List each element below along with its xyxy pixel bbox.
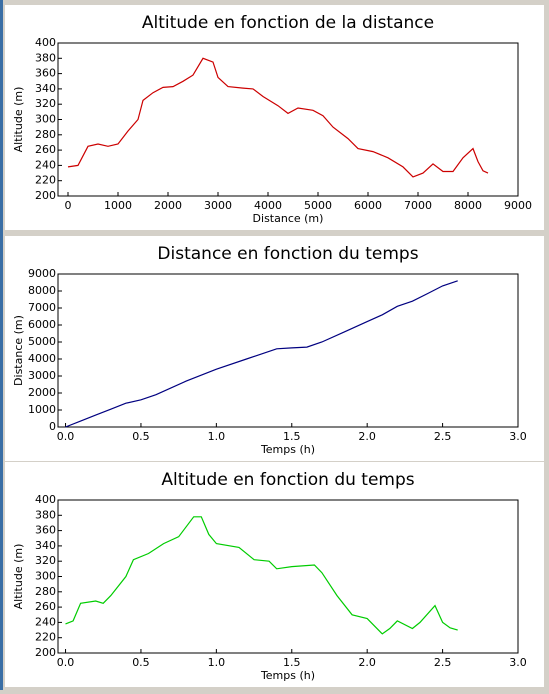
y-tick-label: 320 [35,97,56,110]
y-tick-label: 4000 [28,352,56,365]
y-tick-label: 340 [35,82,56,95]
y-tick-label: 280 [35,128,56,141]
x-tick-label: 2.5 [434,430,452,443]
y-tick-label: 240 [35,158,56,171]
chart-panel: Altitude en fonction du temps Temps (h) Al… [5,462,544,687]
data-line [65,516,458,635]
x-axis-label: Temps (h) [260,443,315,456]
y-tick-label: 7000 [28,301,56,314]
x-axis-label: Temps (h) [260,669,315,682]
y-tick-label: 380 [35,508,56,521]
x-tick-label: 0.0 [57,656,75,669]
x-tick-label: 1000 [104,199,132,212]
chart-title: Altitude en fonction du temps [161,470,414,490]
x-tick-label: 3000 [204,199,232,212]
x-tick-label: 2.0 [358,656,376,669]
window-border [0,0,3,690]
x-tick-label: 4000 [254,199,282,212]
y-tick-label: 220 [35,174,56,187]
x-tick-label: 2.0 [358,430,376,443]
data-line [65,280,458,428]
x-tick-label: 8000 [454,199,482,212]
y-tick-label: 9000 [28,267,56,280]
x-axis-label: Distance (m) [253,212,324,225]
x-tick-label: 1.0 [208,430,226,443]
y-axis-label: Altitude (m) [12,87,25,153]
x-tick-label: 6000 [354,199,382,212]
y-tick-label: 280 [35,585,56,598]
x-tick-label: 9000 [504,199,532,212]
y-tick-label: 2000 [28,386,56,399]
chart-panel: Altitude en fonction de la distance Dista… [5,5,544,230]
y-tick-label: 3000 [28,369,56,382]
chart-title: Distance en fonction du temps [157,244,418,264]
data-line [67,57,489,178]
x-tick-label: 0.5 [132,430,150,443]
x-tick-label: 0 [65,199,72,212]
plot-frame [57,273,519,428]
y-tick-label: 300 [35,570,56,583]
y-tick-label: 6000 [28,318,56,331]
chart-panel: Distance en fonction du temps Temps (h) Di… [5,236,544,461]
y-tick-label: 400 [35,36,56,49]
y-tick-label: 260 [35,600,56,613]
x-tick-label: 0.0 [57,430,75,443]
chart-title: Altitude en fonction de la distance [142,13,434,33]
x-tick-label: 2.5 [434,656,452,669]
x-tick-label: 3.0 [509,430,527,443]
x-tick-label: 5000 [304,199,332,212]
x-tick-label: 1.5 [283,430,301,443]
y-axis-label: Distance (m) [12,315,25,386]
y-tick-label: 220 [35,631,56,644]
y-tick-label: 320 [35,554,56,567]
y-tick-label: 0 [49,420,56,433]
y-tick-label: 200 [35,646,56,659]
y-tick-label: 300 [35,113,56,126]
x-tick-label: 1.5 [283,656,301,669]
x-tick-label: 1.0 [208,656,226,669]
y-tick-label: 1000 [28,403,56,416]
x-tick-label: 0.5 [132,656,150,669]
y-tick-label: 200 [35,189,56,202]
y-tick-label: 380 [35,51,56,64]
y-tick-label: 400 [35,493,56,506]
y-tick-label: 260 [35,143,56,156]
y-axis-label: Altitude (m) [12,544,25,610]
x-tick-label: 7000 [404,199,432,212]
x-tick-label: 2000 [154,199,182,212]
y-tick-label: 5000 [28,335,56,348]
y-tick-label: 360 [35,524,56,537]
y-tick-label: 360 [35,67,56,80]
y-tick-label: 240 [35,615,56,628]
x-tick-label: 3.0 [509,656,527,669]
y-tick-label: 8000 [28,284,56,297]
y-tick-label: 340 [35,539,56,552]
